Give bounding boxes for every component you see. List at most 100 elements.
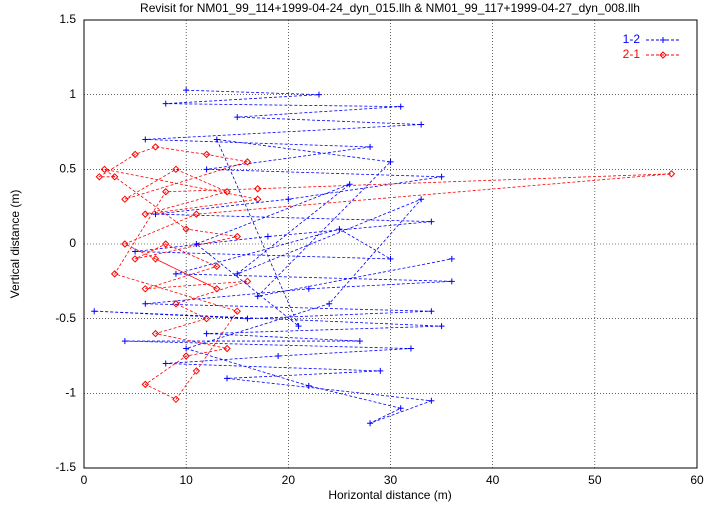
data-point (367, 420, 374, 427)
x-axis-label: Horizontal distance (m) (328, 488, 451, 502)
y-tick-label: 1.5 (59, 12, 76, 26)
y-tick-label: -1 (65, 386, 76, 400)
data-point (387, 158, 394, 165)
data-point (203, 330, 210, 337)
data-point (151, 255, 160, 263)
data-point (418, 121, 425, 128)
data-point (182, 225, 190, 233)
data-point (141, 380, 150, 389)
data-point (234, 270, 241, 277)
x-tick-label: 0 (81, 473, 88, 487)
data-point (418, 196, 425, 203)
data-point (151, 329, 160, 338)
data-point (172, 165, 180, 174)
data-point (182, 352, 190, 360)
chart-title: Revisit for NM01_99_114+1999-04-24_dyn_0… (140, 1, 640, 15)
data-point (203, 166, 210, 173)
data-point (336, 226, 343, 233)
data-point (162, 100, 169, 107)
data-point (285, 196, 292, 203)
data-point (142, 300, 149, 307)
data-point (234, 114, 241, 121)
data-point (346, 181, 353, 188)
data-point (243, 158, 252, 166)
data-point (100, 165, 109, 174)
legend-marker (659, 51, 667, 59)
data-point (667, 170, 676, 178)
data-point (438, 323, 445, 330)
data-point (110, 173, 119, 181)
y-tick-label: -1.5 (55, 460, 76, 474)
data-point (183, 87, 190, 94)
data-point (428, 397, 435, 404)
data-point (397, 405, 404, 412)
data-point (315, 91, 322, 98)
data-point (192, 367, 201, 375)
data-point (121, 240, 129, 248)
data-point (162, 240, 170, 248)
data-point (121, 195, 129, 203)
data-point (132, 248, 139, 255)
data-point (448, 278, 455, 285)
data-point (244, 315, 251, 322)
data-point (151, 143, 160, 151)
data-point (213, 262, 221, 271)
legend-label: 1-2 (623, 32, 641, 46)
plot-border (83, 19, 698, 469)
series-line (94, 89, 452, 424)
data-point (152, 211, 159, 218)
data-point (121, 338, 128, 345)
data-point (162, 360, 169, 367)
data-point (253, 185, 262, 193)
legend-marker (660, 37, 666, 43)
legend-label: 2-1 (623, 47, 641, 61)
data-point (141, 285, 150, 293)
data-point (110, 270, 119, 278)
y-tick-label: 0 (69, 236, 76, 250)
data-point (183, 345, 190, 352)
data-point (275, 353, 282, 359)
data-point (305, 285, 312, 292)
data-point (95, 173, 104, 181)
data-point (172, 395, 180, 404)
x-tick-label: 60 (690, 473, 704, 487)
data-point (193, 241, 200, 247)
data-point (295, 323, 302, 330)
data-point (142, 136, 149, 143)
data-point (223, 188, 231, 196)
data-point (131, 150, 139, 159)
data-point (305, 382, 312, 389)
data-point (448, 255, 455, 262)
data-point (356, 338, 363, 345)
data-point (131, 255, 139, 263)
data-point (213, 285, 221, 293)
data-point (387, 255, 394, 262)
data-point (172, 300, 180, 308)
data-point (202, 314, 211, 323)
x-tick-label: 40 (486, 473, 500, 487)
data-point (428, 308, 435, 315)
data-point (202, 150, 211, 159)
data-point (162, 188, 170, 196)
series-line (97, 146, 672, 400)
x-tick-label: 10 (179, 473, 193, 487)
y-tick-label: -0.5 (55, 311, 76, 325)
x-tick-label: 20 (282, 473, 296, 487)
data-point (223, 344, 231, 353)
data-point (428, 218, 435, 225)
data-point (264, 233, 271, 240)
data-point (192, 210, 201, 218)
y-tick-label: 1 (69, 87, 76, 101)
data-point (407, 345, 414, 352)
data-point (224, 375, 231, 382)
y-axis-label: Vertical distance (m) (8, 190, 22, 299)
data-point (213, 136, 220, 143)
data-point (253, 195, 262, 203)
data-point (91, 308, 98, 315)
data-point (377, 367, 384, 374)
data-point (243, 277, 252, 286)
x-tick-label: 30 (384, 473, 398, 487)
y-tick-label: 0.5 (59, 162, 76, 176)
data-point (141, 210, 150, 218)
